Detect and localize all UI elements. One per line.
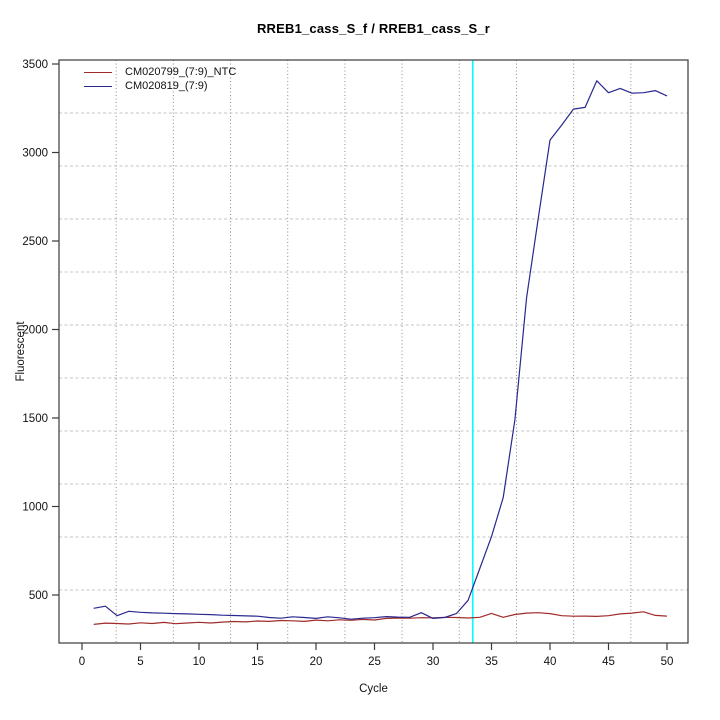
- legend-line-swatch-ntc: [84, 71, 112, 73]
- y-tick-label: 2500: [22, 236, 48, 248]
- gridlines: [59, 60, 688, 643]
- legend-line-swatch-sample: [84, 85, 112, 87]
- x-tick-label: 35: [485, 656, 498, 668]
- plot-frame: [58, 59, 689, 644]
- y-tick-label: 1500: [22, 413, 48, 425]
- legend: CM020799_(7:9)_NTC CM020819_(7:9): [84, 65, 236, 93]
- y-tick-label: 500: [29, 590, 48, 602]
- series-lines: [93, 80, 668, 625]
- y-tick-label: 3500: [22, 59, 48, 71]
- x-tick-label: 10: [193, 656, 206, 668]
- y-axis-label: Fluorescent: [15, 321, 27, 382]
- x-tick-label: 15: [251, 656, 264, 668]
- series-line-1: [93, 80, 668, 620]
- legend-item-sample: CM020819_(7:9): [84, 79, 236, 93]
- x-tick-label: 50: [661, 656, 674, 668]
- x-tick-label: 45: [602, 656, 615, 668]
- y-tick-label: 3000: [22, 148, 48, 160]
- x-axis-label: Cycle: [359, 683, 388, 695]
- legend-label-sample: CM020819_(7:9): [125, 80, 208, 92]
- x-tick-label: 30: [427, 656, 440, 668]
- y-tick-label: 1000: [22, 502, 48, 514]
- legend-label-ntc: CM020799_(7:9)_NTC: [125, 66, 237, 78]
- x-tick-label: 25: [368, 656, 381, 668]
- x-tick-label: 0: [79, 656, 85, 668]
- y-tick-label: 2000: [22, 325, 48, 337]
- axis-tick-labels: 0 5 10 15 20 25 30 35 40 45 50 500 1000 1500 2000 2500 3…: [22, 59, 673, 668]
- legend-item-ntc: CM020799_(7:9)_NTC: [84, 65, 236, 79]
- axis-ticks: [52, 63, 668, 650]
- x-tick-label: 40: [544, 656, 557, 668]
- series-line-0: [93, 611, 668, 625]
- chart-title: RREB1_cass_S_f / RREB1_cass_S_r: [256, 21, 491, 36]
- plot-box: [58, 59, 689, 644]
- x-tick-label: 5: [137, 656, 143, 668]
- x-tick-label: 20: [310, 656, 323, 668]
